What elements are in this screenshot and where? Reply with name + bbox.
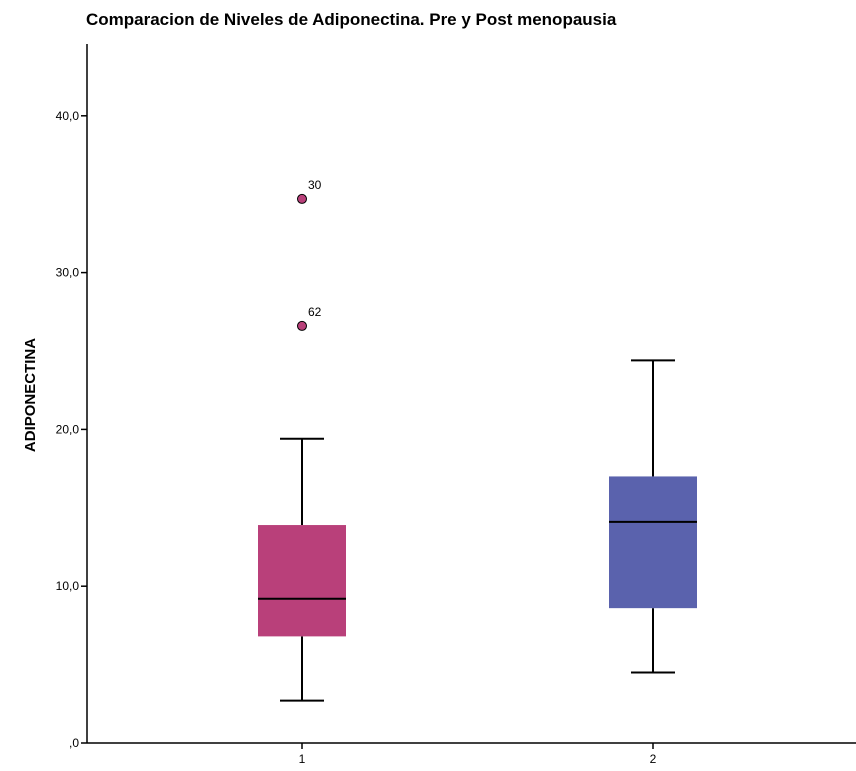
- y-tick-label: 20,0: [56, 422, 80, 436]
- box-group-1: 30 62: [258, 178, 346, 702]
- chart-title: Comparacion de Niveles de Adiponectina. …: [86, 10, 617, 29]
- y-tick-label: 30,0: [56, 266, 80, 280]
- outlier-point: [297, 320, 307, 331]
- box-iqr: [609, 476, 697, 609]
- x-tick-label: 1: [299, 752, 306, 766]
- y-tick-label: 40,0: [56, 109, 80, 123]
- outlier-label: 30: [308, 178, 322, 192]
- y-tick-label: 10,0: [56, 579, 80, 593]
- box-iqr: [258, 525, 346, 637]
- x-tick-label: 2: [650, 752, 657, 766]
- y-tick-label: ,0: [69, 736, 79, 750]
- box-group-2: [609, 359, 697, 674]
- y-axis-label: ADIPONECTINA: [22, 338, 39, 452]
- outlier-point: [297, 193, 307, 204]
- outlier-label: 62: [308, 305, 322, 319]
